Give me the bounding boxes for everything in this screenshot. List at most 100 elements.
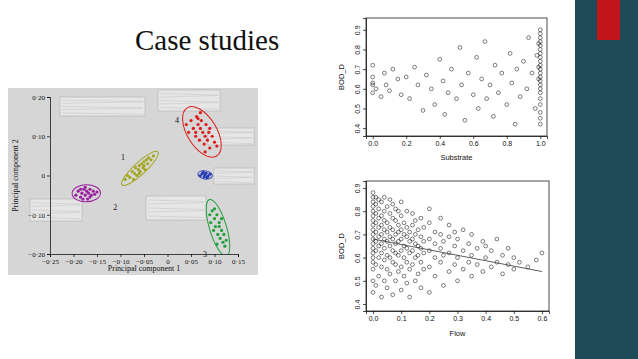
tick: −0·15 xyxy=(89,254,106,266)
tick-mark xyxy=(238,254,239,257)
point xyxy=(385,230,389,234)
leaf-image xyxy=(208,128,254,145)
point xyxy=(408,295,412,299)
point xyxy=(405,246,409,250)
point xyxy=(213,141,216,144)
tick-mark xyxy=(363,304,366,305)
point xyxy=(84,186,87,189)
point xyxy=(527,36,531,40)
point xyxy=(204,135,207,138)
series xyxy=(371,191,544,299)
y-axis-title: Principal component 2 xyxy=(11,139,20,211)
point xyxy=(194,135,197,138)
point xyxy=(225,239,228,242)
tick: 0·10 xyxy=(32,133,50,141)
point xyxy=(500,71,504,75)
tick-mark xyxy=(191,254,192,257)
point xyxy=(495,237,499,241)
point xyxy=(399,228,403,232)
point xyxy=(515,67,519,71)
chart: 1234−0·25−0·20−0·15−0·10−0·0500·050·100·… xyxy=(8,88,258,275)
tick-mark xyxy=(363,234,366,235)
point xyxy=(512,267,516,271)
leaf-vein xyxy=(160,96,218,98)
point xyxy=(534,258,538,262)
series xyxy=(208,207,228,247)
point xyxy=(399,237,403,241)
point xyxy=(470,253,474,257)
tick-mark xyxy=(363,128,366,129)
tick-mark xyxy=(514,311,515,314)
tick-label: 0.2 xyxy=(402,140,412,147)
point xyxy=(408,267,412,271)
tick-mark xyxy=(144,254,145,257)
tick-mark xyxy=(363,281,366,282)
point xyxy=(206,139,209,142)
point xyxy=(185,123,188,126)
leaf-vein xyxy=(210,138,252,140)
tick: 0.5 xyxy=(354,276,366,286)
point xyxy=(522,59,526,63)
point xyxy=(427,265,431,269)
leaf-vein xyxy=(148,216,204,218)
point xyxy=(402,221,406,225)
point xyxy=(149,158,152,161)
tick: 0.4 xyxy=(481,311,491,322)
point xyxy=(427,237,431,241)
point xyxy=(189,119,192,122)
leaf-vein xyxy=(148,200,204,202)
tick: 0 xyxy=(42,172,51,180)
point xyxy=(380,242,384,246)
leaf-vein xyxy=(210,142,252,144)
tick-label: 1.0 xyxy=(536,140,546,147)
leaf-photo xyxy=(158,90,220,111)
point xyxy=(453,244,457,248)
point xyxy=(442,253,446,257)
point xyxy=(405,226,409,230)
tick-mark xyxy=(97,254,98,257)
tick-label: 0.5 xyxy=(509,315,519,322)
tick-mark xyxy=(507,136,508,139)
tick-mark xyxy=(363,30,366,31)
point xyxy=(388,244,392,248)
point xyxy=(419,216,423,220)
point xyxy=(518,95,522,99)
series xyxy=(371,28,542,126)
tick-label: 0.7 xyxy=(354,65,361,75)
point xyxy=(470,274,474,278)
tick-mark xyxy=(540,136,541,139)
point xyxy=(416,253,420,257)
point xyxy=(512,256,516,260)
point xyxy=(538,83,542,87)
axis-line xyxy=(51,255,239,258)
tick-mark xyxy=(401,311,402,314)
tick: 0.5 xyxy=(354,104,366,114)
point xyxy=(221,241,224,244)
point xyxy=(399,214,403,218)
point xyxy=(433,103,437,107)
x-axis-title: Substrate xyxy=(440,153,472,162)
tick-mark xyxy=(47,254,50,255)
point xyxy=(385,286,389,290)
point xyxy=(199,127,202,130)
cluster-ellipse xyxy=(197,170,213,181)
y-axis: 0.40.50.60.70.80.9 xyxy=(354,19,367,137)
point xyxy=(382,195,386,199)
leaf-image xyxy=(214,168,254,184)
tick: 0.8 xyxy=(354,45,366,55)
point xyxy=(433,256,437,260)
point xyxy=(394,219,398,223)
tick-label: −0·25 xyxy=(42,258,59,266)
tick-mark xyxy=(47,215,50,216)
point xyxy=(433,230,437,234)
tick-label: 0.9 xyxy=(354,25,361,35)
point xyxy=(538,52,542,56)
point xyxy=(433,274,437,278)
cluster-label: 2 xyxy=(113,203,117,212)
tick: 0.9 xyxy=(354,25,366,35)
point xyxy=(533,107,537,111)
tick: −0·20 xyxy=(66,254,83,266)
point xyxy=(88,195,91,198)
point xyxy=(450,67,454,71)
point xyxy=(391,228,395,232)
